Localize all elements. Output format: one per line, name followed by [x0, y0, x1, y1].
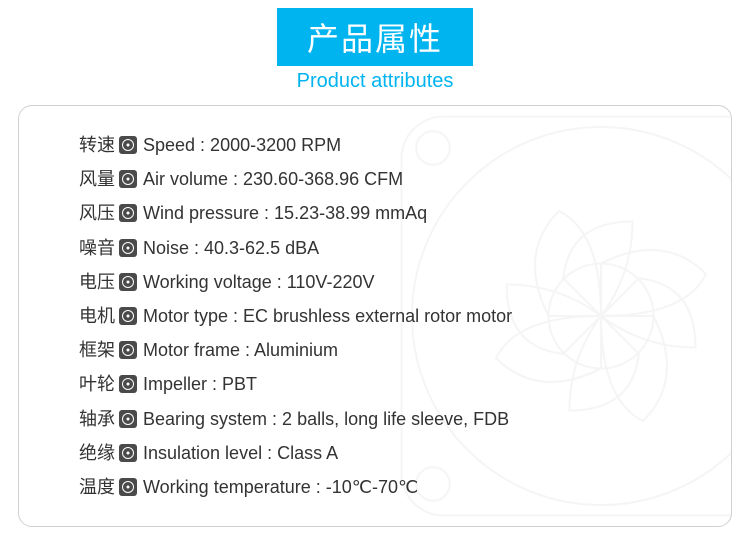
attribute-row: 轴承 Bearing system : 2 balls, long life s… [79, 402, 691, 436]
attribute-row: 框架 Motor frame : Aluminium [79, 333, 691, 367]
fan-icon [119, 444, 137, 462]
attr-label-cn: 电机 [79, 299, 115, 333]
attributes-panel: 转速 Speed : 2000-3200 RPM 风量 Air volume :… [18, 105, 732, 527]
attr-value-en: Insulation level : Class A [143, 436, 338, 470]
fan-icon [119, 375, 137, 393]
attribute-row: 转速 Speed : 2000-3200 RPM [79, 128, 691, 162]
fan-icon [119, 136, 137, 154]
attr-value-en: Speed : 2000-3200 RPM [143, 128, 341, 162]
attr-value-en: Working voltage : 110V-220V [143, 265, 374, 299]
attr-value-en: Motor frame : Aluminium [143, 333, 338, 367]
attr-label-cn: 轴承 [79, 402, 115, 436]
attr-label-cn: 转速 [79, 128, 115, 162]
attr-label-cn: 风压 [79, 196, 115, 230]
attr-label-cn: 风量 [79, 162, 115, 196]
attribute-row: 叶轮 Impeller : PBT [79, 367, 691, 401]
attr-value-en: Impeller : PBT [143, 367, 257, 401]
fan-icon [119, 341, 137, 359]
fan-icon [119, 239, 137, 257]
attr-value-en: Noise : 40.3-62.5 dBA [143, 231, 319, 265]
header: 产品属性 Product attributes [0, 0, 750, 93]
attribute-row: 风压 Wind pressure : 15.23-38.99 mmAq [79, 196, 691, 230]
attribute-row: 绝缘 Insulation level : Class A [79, 436, 691, 470]
fan-icon [119, 478, 137, 496]
attributes-list: 转速 Speed : 2000-3200 RPM 风量 Air volume :… [79, 128, 691, 504]
attribute-row: 噪音 Noise : 40.3-62.5 dBA [79, 231, 691, 265]
attr-value-en: Motor type : EC brushless external rotor… [143, 299, 512, 333]
attr-value-en: Working temperature : -10℃-70℃ [143, 470, 418, 504]
attr-value-en: Wind pressure : 15.23-38.99 mmAq [143, 196, 427, 230]
attr-label-cn: 叶轮 [79, 367, 115, 401]
attr-value-en: Bearing system : 2 balls, long life slee… [143, 402, 509, 436]
attribute-row: 风量 Air volume : 230.60-368.96 CFM [79, 162, 691, 196]
attr-label-cn: 电压 [79, 265, 115, 299]
fan-icon [119, 170, 137, 188]
title-badge: 产品属性 [277, 8, 473, 66]
subtitle: Product attributes [0, 70, 750, 93]
fan-icon [119, 273, 137, 291]
fan-icon [119, 204, 137, 222]
attr-label-cn: 温度 [79, 470, 115, 504]
attr-label-cn: 绝缘 [79, 436, 115, 470]
attr-value-en: Air volume : 230.60-368.96 CFM [143, 162, 403, 196]
attribute-row: 温度 Working temperature : -10℃-70℃ [79, 470, 691, 504]
fan-icon [119, 410, 137, 428]
fan-icon [119, 307, 137, 325]
attr-label-cn: 框架 [79, 333, 115, 367]
attribute-row: 电压 Working voltage : 110V-220V [79, 265, 691, 299]
attr-label-cn: 噪音 [79, 231, 115, 265]
attribute-row: 电机 Motor type : EC brushless external ro… [79, 299, 691, 333]
